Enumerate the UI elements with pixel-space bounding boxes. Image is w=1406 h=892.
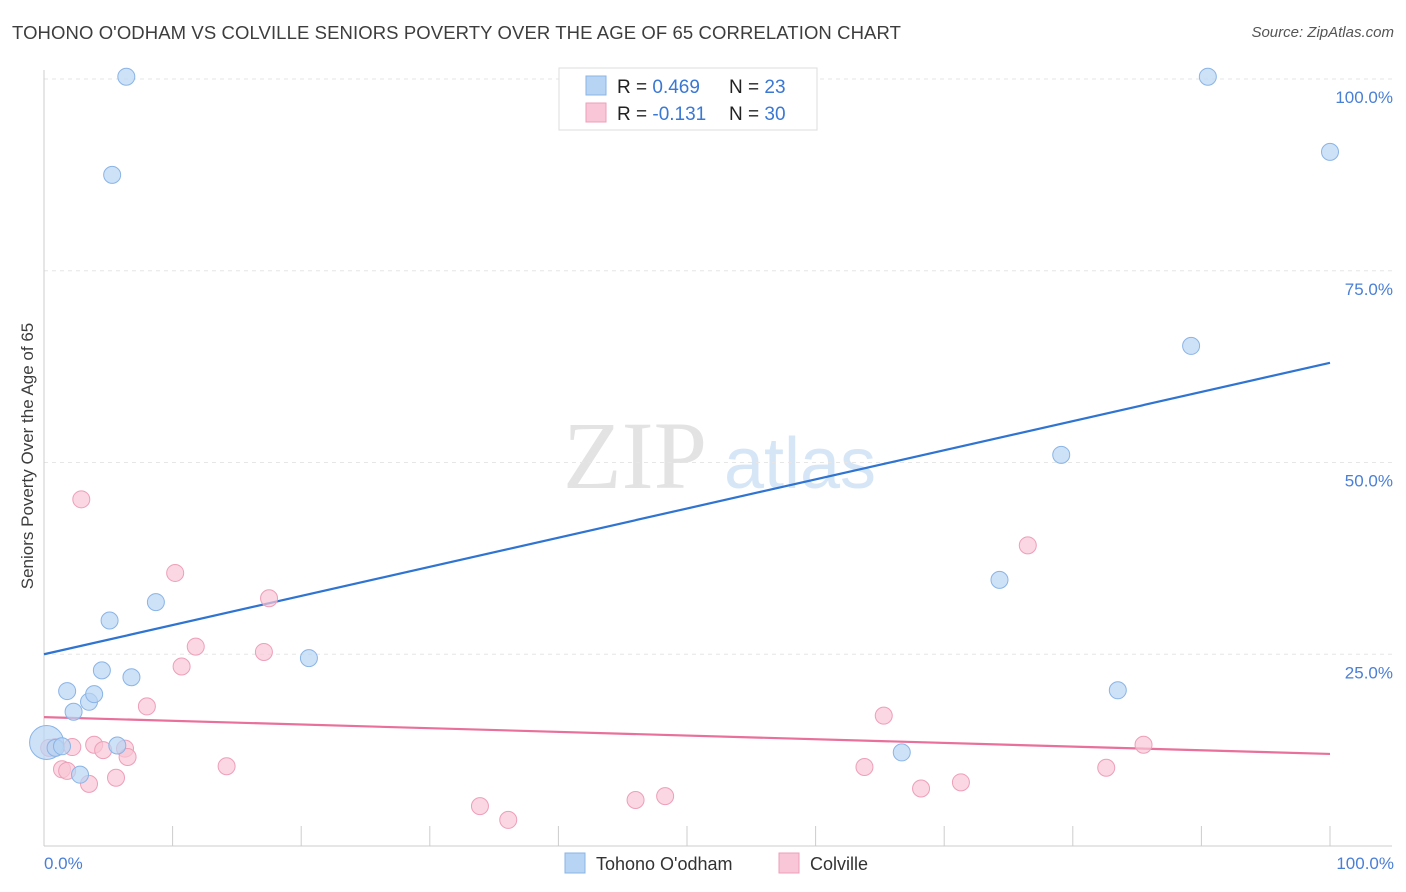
data-point-tohono[interactable] [58,682,77,701]
trend-line-colville [43,716,1331,756]
legend-r-value-2: -0.131 [652,104,706,125]
data-point-colville[interactable] [499,810,518,829]
x-tick-label-left: 0.0% [44,854,83,873]
data-point-tohono[interactable] [85,685,104,704]
y-tick-label: 75.0% [1345,280,1393,299]
data-point-colville[interactable] [1018,536,1037,555]
series-legend-label-tohono[interactable]: Tohono O'odham [596,854,733,874]
data-point-colville[interactable] [912,779,931,798]
data-point-colville[interactable] [118,748,137,767]
trend-line-tohono [43,361,1331,656]
data-point-colville[interactable] [72,490,91,509]
legend-swatch-tohono [585,75,607,96]
data-point-tohono[interactable] [1108,681,1127,700]
data-point-colville[interactable] [1134,735,1153,754]
data-point-colville[interactable] [137,697,156,716]
data-point-colville[interactable] [217,757,236,776]
legend-r-label-1: R = [617,77,652,98]
watermark-atlas: atlas [724,424,876,504]
data-point-tohono[interactable] [146,593,165,612]
data-point-colville[interactable] [626,790,645,809]
data-point-colville[interactable] [951,773,970,792]
data-point-tohono[interactable] [1321,142,1339,161]
series-legend-swatch-tohono[interactable] [564,852,586,874]
data-point-tohono[interactable] [1182,336,1201,355]
grid [44,78,1392,655]
data-point-colville[interactable] [172,657,191,676]
series-legend-swatch-colville[interactable] [778,852,800,874]
data-point-colville[interactable] [107,768,126,787]
data-point-tohono[interactable] [108,736,127,755]
y-axis-label: Seniors Poverty Over the Age of 65 [18,323,37,589]
data-point-tohono[interactable] [100,611,119,630]
svg-text:N = 30: N = 30 [729,104,786,125]
series-legend: Tohono O'odham Colville [564,852,868,874]
legend-r-value-1: 0.469 [652,77,700,98]
svg-text:R = 0.469: R = 0.469 [617,77,700,98]
watermark-zip: ZIP [563,402,707,509]
y-tick-label: 50.0% [1345,472,1393,491]
data-point-colville[interactable] [656,787,675,806]
data-point-colville[interactable] [874,706,893,725]
svg-text:R = -0.131: R = -0.131 [617,104,706,125]
data-point-tohono[interactable] [892,743,911,762]
data-point-tohono[interactable] [103,165,122,184]
legend-n-label-1: N = [729,77,764,98]
data-point-colville[interactable] [186,637,205,656]
svg-text:N = 23: N = 23 [729,77,786,98]
series-legend-label-colville[interactable]: Colville [810,854,868,874]
data-point-tohono[interactable] [1052,445,1071,464]
trend-lines [43,361,1331,756]
legend-swatch-colville [585,102,607,123]
data-point-tohono[interactable] [122,668,141,687]
data-point-tohono[interactable] [92,661,111,680]
data-point-tohono[interactable] [117,67,136,86]
data-point-colville[interactable] [260,589,279,608]
data-point-colville[interactable] [470,797,489,816]
legend-r-label-2: R = [617,104,652,125]
data-point-colville[interactable] [254,642,273,661]
data-point-tohono[interactable] [71,765,90,784]
data-point-tohono[interactable] [64,702,83,721]
y-tick-label: 100.0% [1335,88,1393,107]
data-point-tohono[interactable] [299,649,318,668]
points [29,67,1339,829]
axes: 25.0% 50.0% 75.0% 100.0% [43,70,1393,847]
stats-legend: R = 0.469 N = 23 R = -0.131 N = 30 [558,67,818,131]
data-point-colville[interactable] [855,757,874,776]
data-point-tohono[interactable] [53,737,72,756]
data-point-tohono[interactable] [990,570,1009,589]
data-point-tohono[interactable] [1198,67,1217,86]
legend-n-label-2: N = [729,104,764,125]
legend-n-value-2: 30 [764,104,785,125]
data-point-colville[interactable] [1097,758,1116,777]
y-tick-label: 25.0% [1345,663,1393,682]
source-label: Source: ZipAtlas.com [1251,24,1394,41]
chart-title: TOHONO O'ODHAM VS COLVILLE SENIORS POVER… [12,22,902,43]
legend-n-value-1: 23 [764,77,785,98]
data-point-colville[interactable] [166,563,185,582]
x-tick-label-right: 100.0% [1336,854,1394,873]
